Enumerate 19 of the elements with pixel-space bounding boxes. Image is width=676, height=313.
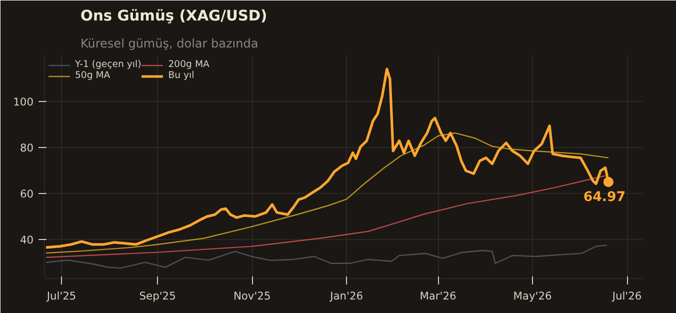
x-tick-label: Jul'25	[46, 290, 76, 302]
legend-label: Y-1 (geçen yıl)	[75, 59, 142, 70]
x-tick-label: Jul'26	[611, 290, 642, 302]
x-tick-label: May'26	[513, 290, 552, 302]
legend-label: 50g MA	[75, 70, 110, 81]
x-tick-label: Nov'25	[233, 290, 271, 302]
x-tick-label: Mar'26	[420, 290, 457, 302]
y-tick-label: 60	[20, 187, 34, 200]
annotation: 64.97	[583, 190, 626, 206]
legend-label: 200g MA	[168, 59, 210, 70]
line-series	[45, 244, 608, 269]
x-tick-label: Jan'26	[329, 290, 364, 302]
x-tick-label: Sep'25	[139, 290, 176, 302]
y-tick-label: 40	[20, 233, 34, 246]
y-tick-label: 80	[20, 141, 34, 154]
legend-label: Bu yıl	[168, 70, 194, 81]
y-tick-label: 100	[13, 95, 34, 108]
chart-subtitle: Küresel gümüş, dolar bazında	[80, 36, 258, 50]
chart-title: Ons Gümüş (XAG/USD)	[80, 8, 268, 24]
